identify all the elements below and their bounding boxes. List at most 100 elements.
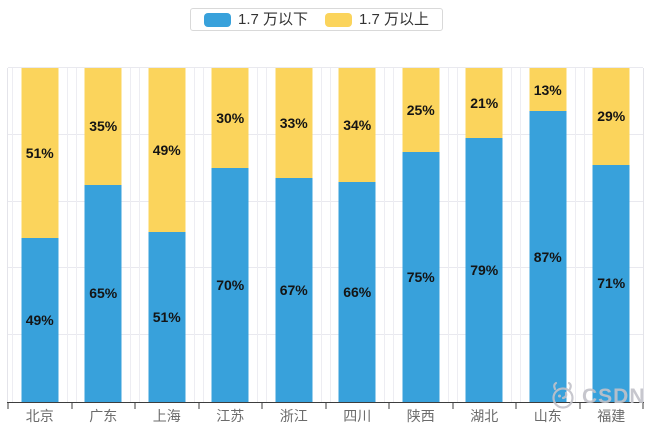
legend: 1.7 万以下 1.7 万以上 (190, 8, 444, 31)
axis-tick (71, 402, 72, 409)
gridline-100 (8, 67, 643, 68)
band-splitline (12, 68, 68, 402)
band-上海: 49% 51% (135, 68, 199, 402)
bar-value-label: 21% (470, 95, 499, 112)
bar-山东[interactable]: 13% 87% (529, 68, 567, 402)
bar-segment-above[interactable]: 30% (211, 68, 249, 169)
bar-segment-above[interactable]: 25% (402, 68, 440, 152)
band-splitline (456, 68, 512, 402)
band-splitline (75, 68, 131, 402)
band-陕西: 25% 75% (389, 68, 453, 402)
plot-area: 51% 49% 35% 65% 49% 51% 30% 70% 33% 67% 34% 66% 25% 7… (7, 67, 644, 402)
legend-swatch (325, 12, 353, 27)
axis-tick (579, 402, 580, 409)
band-四川: 34% 66% (326, 68, 390, 402)
bar-value-label: 66% (343, 283, 372, 300)
x-axis-label-福建: 福建 (597, 408, 626, 424)
band-广东: 35% 65% (72, 68, 136, 402)
bar-segment-above[interactable]: 33% (275, 68, 313, 179)
bar-segment-below[interactable]: 65% (84, 184, 122, 402)
bar-segment-above[interactable]: 51% (21, 68, 59, 239)
gridline-60 (8, 200, 643, 202)
bar-value-label: 67% (279, 282, 308, 299)
band-splitline (139, 68, 195, 402)
x-axis-ticks (7, 402, 644, 409)
bar-江苏[interactable]: 30% 70% (211, 68, 249, 402)
bar-value-label: 51% (25, 145, 54, 162)
x-axis-label-浙江: 浙江 (279, 408, 308, 424)
bar-value-label: 49% (25, 312, 54, 329)
legend-item-below-17k[interactable]: 1.7 万以下 (204, 12, 308, 27)
x-axis-label-广东: 广东 (89, 408, 118, 424)
bar-segment-above[interactable]: 35% (84, 68, 122, 185)
band-北京: 51% 49% (8, 68, 72, 402)
bar-segment-above[interactable]: 13% (529, 68, 567, 112)
band-splitline (266, 68, 322, 402)
legend-swatch (204, 12, 231, 27)
x-axis-label-山东: 山东 (533, 408, 562, 424)
x-axis-label-陕西: 陕西 (406, 408, 435, 424)
bar-湖北[interactable]: 21% 79% (465, 68, 503, 402)
bar-value-label: 33% (279, 115, 308, 132)
bar-segment-below[interactable]: 66% (338, 181, 376, 402)
gridline-20 (8, 334, 643, 336)
bar-四川[interactable]: 34% 66% (338, 68, 376, 402)
axis-tick (134, 402, 136, 409)
x-axis-labels: 北京 广东 上海 江苏 浙江 四川 陕西 湖北 山东 福建 (8, 407, 643, 425)
band-江苏: 30% 70% (199, 68, 263, 402)
axis-tick (452, 402, 453, 409)
x-axis-label-北京: 北京 (25, 408, 54, 424)
bar-segment-below[interactable]: 51% (148, 231, 186, 402)
band-浙江: 33% 67% (262, 68, 326, 402)
x-axis-label-四川: 四川 (343, 408, 372, 424)
bar-segment-below[interactable]: 79% (465, 138, 503, 402)
band-湖北: 21% 79% (453, 68, 517, 402)
band-splitline (520, 68, 576, 402)
bar-value-label: 35% (89, 118, 118, 135)
band-福建: 29% 71% (580, 68, 644, 402)
bar-value-label: 71% (597, 275, 626, 292)
bar-北京[interactable]: 51% 49% (21, 68, 59, 402)
bar-value-label: 75% (406, 268, 435, 285)
axis-tick (198, 402, 199, 409)
bar-value-label: 65% (89, 285, 118, 302)
bar-福建[interactable]: 29% 71% (592, 68, 630, 402)
legend-label: 1.7 万以下 (238, 11, 309, 28)
bar-segment-below[interactable]: 71% (592, 164, 630, 402)
band-山东: 13% 87% (516, 68, 580, 402)
axis-tick (642, 402, 644, 409)
bar-value-label: 51% (152, 308, 181, 325)
bar-segment-above[interactable]: 21% (465, 68, 503, 139)
bar-陕西[interactable]: 25% 75% (402, 68, 440, 402)
x-axis-label-上海: 上海 (152, 408, 181, 424)
bar-segment-above[interactable]: 49% (148, 68, 186, 232)
bar-value-label: 87% (533, 248, 562, 265)
bar-value-label: 30% (216, 110, 245, 127)
bar-value-label: 34% (343, 116, 372, 133)
x-axis-label-江苏: 江苏 (216, 408, 245, 424)
axis-tick (7, 402, 9, 409)
bar-浙江[interactable]: 33% 67% (275, 68, 313, 402)
bar-上海[interactable]: 49% 51% (148, 68, 186, 402)
axis-tick (388, 402, 390, 409)
bar-segment-below[interactable]: 67% (275, 178, 313, 402)
gridline-40 (8, 267, 643, 269)
band-splitline (202, 68, 258, 402)
bar-segment-below[interactable]: 49% (21, 238, 59, 402)
bar-segment-below[interactable]: 87% (529, 111, 567, 402)
band-splitline (329, 68, 385, 402)
axis-tick (515, 402, 517, 409)
bar-segment-below[interactable]: 70% (211, 168, 249, 402)
gridline-80 (8, 133, 643, 135)
axis-tick (261, 402, 263, 409)
bar-segment-above[interactable]: 34% (338, 68, 376, 182)
legend-item-above-17k[interactable]: 1.7 万以上 (325, 12, 429, 27)
bar-value-label: 25% (406, 101, 435, 118)
legend-label: 1.7 万以上 (359, 11, 430, 28)
band-splitline (583, 68, 640, 402)
bar-segment-above[interactable]: 29% (592, 68, 630, 165)
bar-value-label: 49% (152, 141, 181, 158)
bar-广东[interactable]: 35% 65% (84, 68, 122, 402)
bar-segment-below[interactable]: 75% (402, 151, 440, 402)
